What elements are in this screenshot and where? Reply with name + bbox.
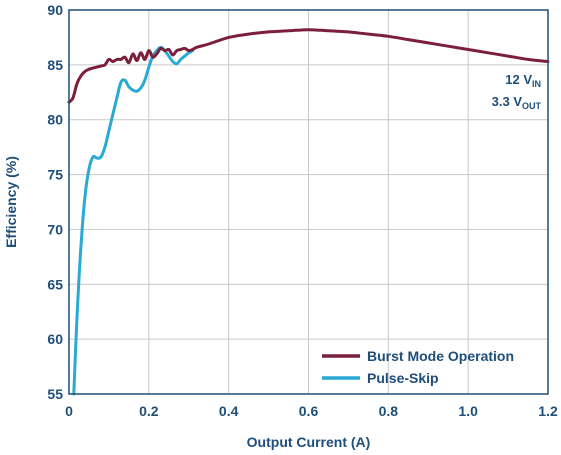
x-tick-label: 0	[65, 403, 73, 419]
y-tick-label: 85	[47, 57, 63, 73]
annotation-vin-main: 12 V	[505, 72, 532, 87]
annotation-vin-sub: IN	[532, 79, 541, 89]
x-tick-label: 1.2	[538, 403, 558, 419]
grid	[69, 10, 548, 394]
y-tick-label: 65	[47, 276, 63, 292]
y-axis-label: Efficiency (%)	[3, 156, 19, 248]
legend: Burst Mode Operation Pulse-Skip	[322, 348, 514, 386]
tick-labels: 0 0.2 0.4 0.6 0.8 1.0 1.2 55 60 65 70 75 80 85 90	[47, 2, 558, 419]
legend-label-burst-mode: Burst Mode Operation	[367, 348, 514, 364]
y-tick-label: 70	[47, 221, 63, 237]
legend-label-pulse-skip: Pulse-Skip	[367, 370, 439, 386]
annotation-vout: 3.3 VOUT	[492, 94, 542, 111]
plot-frame	[68, 9, 549, 395]
x-tick-label: 1.0	[458, 403, 478, 419]
series-curves	[67, 28, 550, 396]
x-tick-label: 0.4	[219, 403, 239, 419]
series-line-pulse-skip	[72, 45, 195, 396]
y-tick-label: 90	[47, 2, 63, 18]
y-tick-label: 75	[47, 167, 63, 183]
x-tick-label: 0.2	[139, 403, 159, 419]
x-axis-label: Output Current (A)	[247, 434, 371, 450]
series-line-burst-mode	[67, 28, 550, 104]
y-tick-label: 55	[47, 386, 63, 402]
y-tick-label: 60	[47, 331, 63, 347]
annotation-vout-sub: OUT	[522, 101, 542, 111]
annotation-vin: 12 VIN	[505, 72, 541, 89]
annotation-vout-main: 3.3 V	[492, 94, 523, 109]
x-tick-label: 0.6	[299, 403, 319, 419]
y-tick-label: 80	[47, 112, 63, 128]
x-tick-label: 0.8	[379, 403, 399, 419]
